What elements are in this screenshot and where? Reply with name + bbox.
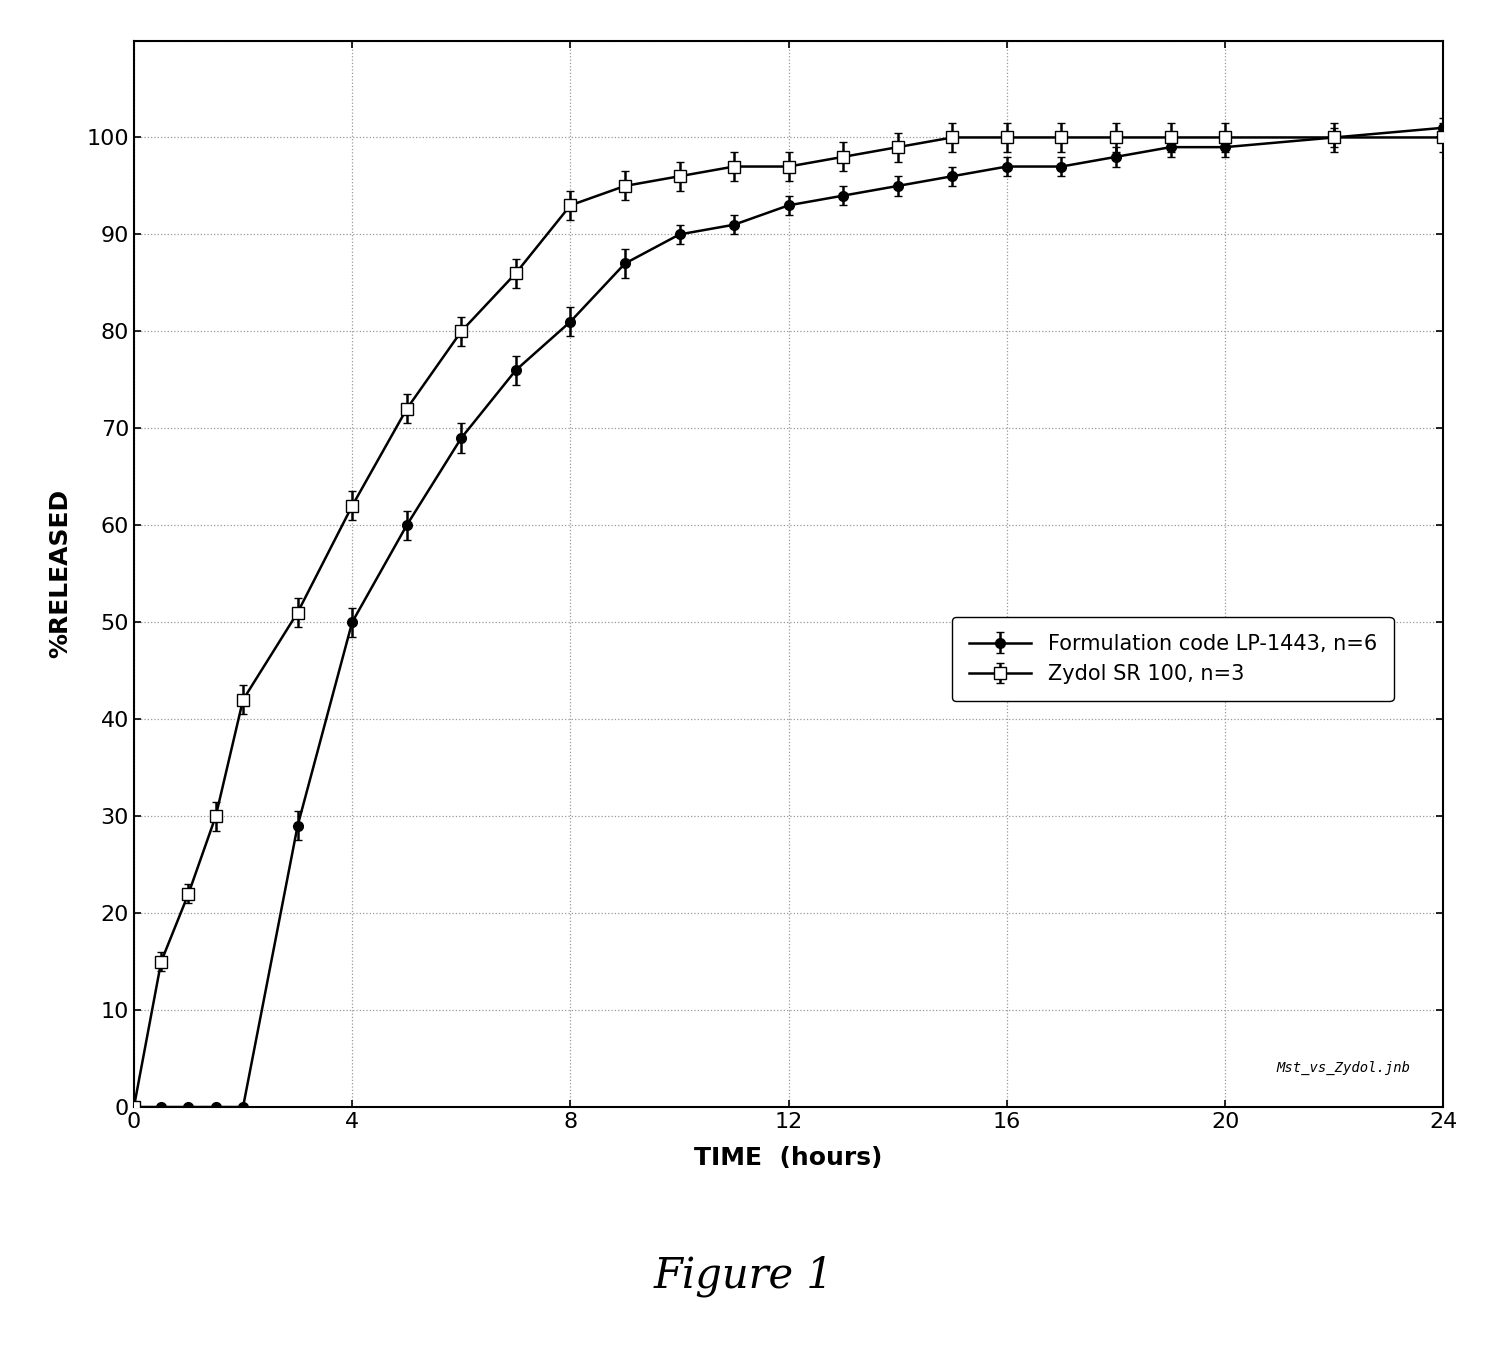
- Legend: Formulation code LP-1443, n=6, Zydol SR 100, n=3: Formulation code LP-1443, n=6, Zydol SR …: [952, 617, 1394, 701]
- X-axis label: TIME  (hours): TIME (hours): [695, 1146, 882, 1169]
- Text: Figure 1: Figure 1: [655, 1254, 833, 1297]
- Text: Mst_vs_Zydol.jnb: Mst_vs_Zydol.jnb: [1277, 1061, 1411, 1075]
- Y-axis label: %RELEASED: %RELEASED: [49, 489, 73, 659]
